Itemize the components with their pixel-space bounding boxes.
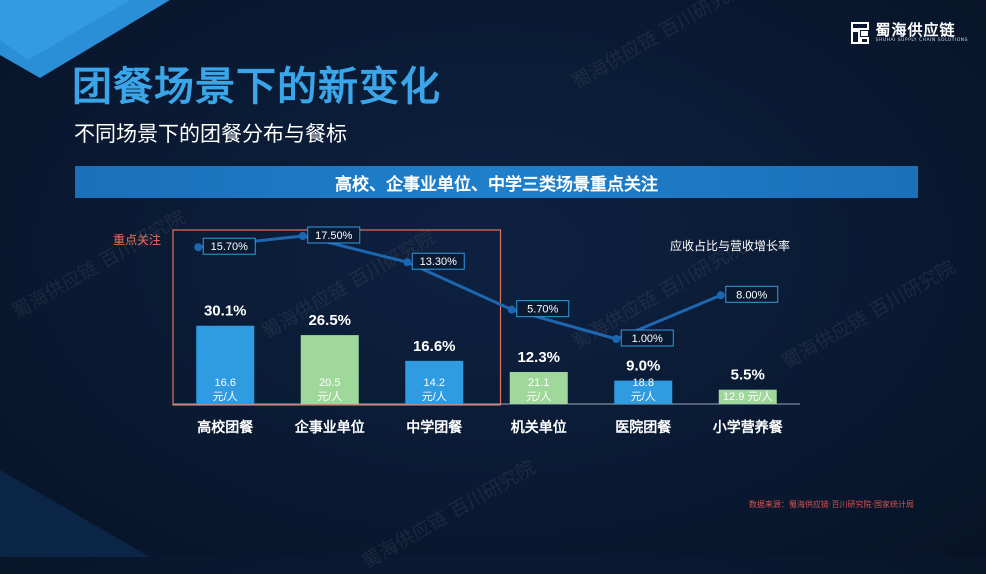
bar-3 [405, 360, 464, 404]
growth-label-box-6 [725, 285, 779, 303]
x-tick-label-2: 企事业单位 [294, 419, 365, 435]
logo-subtitle: SHUHAI SUPPLY CHAIN SOLUTIONS [875, 38, 968, 43]
growth-label-box-3 [411, 252, 465, 270]
growth-line [198, 234, 722, 341]
growth-label-box-1 [202, 237, 256, 255]
meal-standard-unit-4: 元/人 [526, 390, 551, 403]
growth-label-2: 17.50% [315, 230, 353, 242]
growth-label-box-4 [516, 300, 570, 318]
growth-label-5: 1.00% [632, 333, 663, 345]
bar-value-label-1: 30.1% [204, 303, 247, 320]
meal-standard-value-3: 14.2 [424, 377, 445, 389]
logo-mark-icon [850, 22, 869, 44]
bar-2 [300, 335, 359, 404]
legend-label: 应收占比与营收增长率 [670, 238, 790, 253]
meal-standard-value-2: 20.5 [319, 377, 340, 389]
growth-point-2 [298, 232, 307, 240]
growth-point-4 [507, 305, 516, 314]
meal-standard-value-6: 12.9 元/人 [723, 390, 773, 403]
brand-logo: 蜀海供应链 SHUHAI SUPPLY CHAIN SOLUTIONS [850, 22, 968, 44]
bar-value-label-5: 9.0% [626, 358, 660, 375]
banner-text: 高校、企事业单位、中学三类场景重点关注 [335, 174, 658, 195]
growth-label-box-5 [620, 329, 674, 347]
bar-value-label-2: 26.5% [308, 312, 351, 329]
growth-point-5 [612, 335, 621, 343]
growth-point-3 [403, 258, 412, 267]
x-tick-label-1: 高校团餐 [197, 419, 254, 435]
bar-5 [614, 380, 673, 404]
bar-value-label-4: 12.3% [517, 349, 560, 366]
growth-label-1: 15.70% [211, 241, 249, 253]
focus-label: 重点关注 [113, 232, 161, 247]
bar-value-label-6: 5.5% [731, 367, 765, 384]
growth-point-1 [194, 243, 203, 252]
growth-label-6: 8.00% [736, 289, 767, 301]
x-tick-label-4: 机关单位 [511, 419, 567, 435]
data-source: 数据来源：蜀海供应链·百川研究院·国家统计局 [748, 500, 914, 509]
bar-1 [196, 325, 255, 404]
meal-standard-value-5: 18.8 [633, 377, 654, 389]
growth-label-4: 5.70% [527, 304, 558, 316]
meal-standard-value-4: 21.1 [528, 377, 549, 389]
growth-label-3: 13.30% [420, 256, 458, 268]
logo-name: 蜀海供应链 [875, 21, 956, 39]
page-title: 团餐场景下的新变化 [72, 64, 441, 110]
meal-standard-unit-3: 元/人 [422, 390, 447, 403]
meal-standard-unit-5: 元/人 [631, 390, 656, 403]
bar-4 [509, 372, 568, 404]
meal-standard-unit-1: 元/人 [213, 390, 238, 403]
x-tick-label-5: 医院团餐 [615, 419, 672, 435]
meal-standard-value-1: 16.6 [215, 377, 236, 389]
section-banner: 高校、企事业单位、中学三类场景重点关注 [75, 166, 918, 198]
bar-6 [718, 389, 777, 404]
growth-label-box-2 [307, 226, 361, 244]
x-tick-label-3: 中学团餐 [406, 419, 463, 435]
bar-value-label-3: 16.6% [413, 338, 456, 355]
meal-standard-unit-2: 元/人 [317, 390, 342, 403]
growth-point-6 [716, 291, 725, 300]
page-subtitle: 不同场景下的团餐分布与餐标 [74, 122, 347, 146]
x-tick-label-6: 小学营养餐 [713, 419, 784, 435]
chart: 重点关注30.1%16.6元/人高校团餐26.5%20.5元/人企事业单位16.… [112, 226, 800, 435]
